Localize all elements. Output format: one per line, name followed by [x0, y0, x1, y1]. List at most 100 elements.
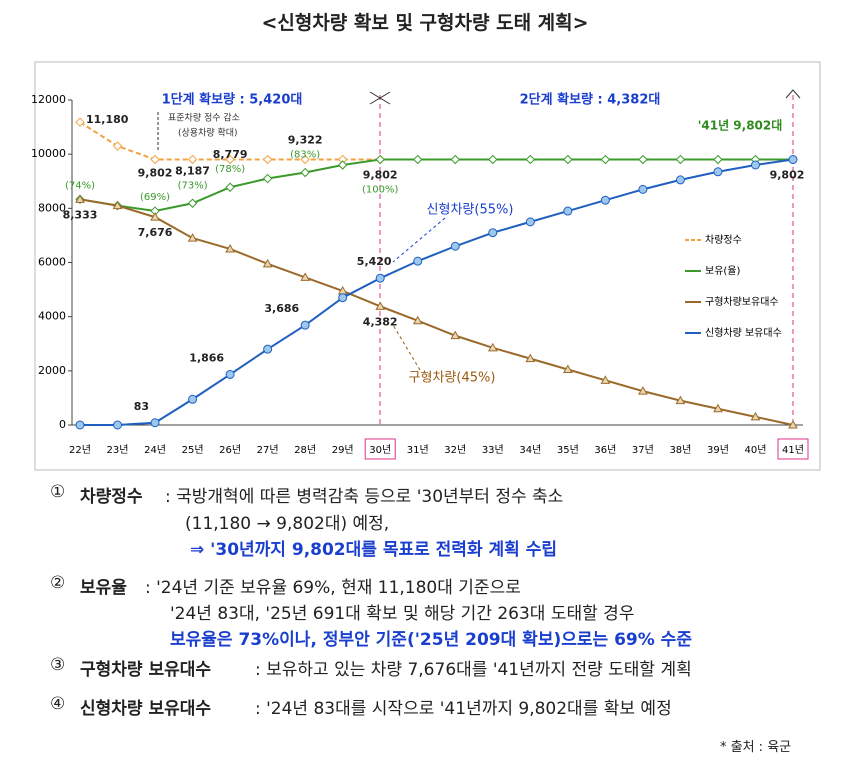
source: * 출처 : 육군 [720, 740, 792, 755]
x-tick-label: 22년 [69, 444, 91, 456]
point [600, 154, 611, 165]
value-label: 3,686 [264, 302, 299, 315]
point [450, 154, 460, 165]
note-line: 보유율은 73%이나, 정부안 기준('25년 209대 확보)으로는 69% … [170, 630, 692, 650]
value-label: 5,420 [357, 255, 392, 268]
chart-frame [34, 61, 821, 471]
chart: 1단계 확보량 : 5,420대 2단계 확보량 : 4,382대 '41년 9… [31, 61, 821, 471]
point [450, 241, 460, 251]
point [300, 320, 310, 330]
point [413, 256, 423, 266]
note-number: ③ [50, 655, 66, 675]
x-tick-label: 35년 [557, 444, 579, 456]
category-highlight [364, 438, 396, 460]
percent-label: (74%) [65, 180, 95, 191]
value-label: 7,676 [138, 226, 173, 239]
x-tick-label: 24년 [144, 444, 166, 456]
point [675, 175, 685, 185]
note-line: : '24년 83대를 시작으로 '41년까지 9,802대를 확보 예정 [255, 699, 672, 719]
note-label: 신형차량 보유대수 [80, 699, 212, 719]
x-tick-label: 32년 [444, 444, 466, 456]
point [262, 173, 273, 184]
point [750, 411, 761, 421]
annotation: '41년 9,802대 [698, 119, 783, 133]
point [488, 228, 498, 238]
point [112, 200, 123, 210]
point [600, 375, 611, 384]
x-tick-label: 37년 [632, 444, 654, 456]
point [150, 418, 160, 428]
y-tick-label: 8000 [38, 201, 66, 214]
y-tick-label: 6000 [38, 256, 66, 269]
point [487, 342, 498, 352]
point [300, 272, 311, 281]
x-tick-label: 39년 [707, 444, 729, 456]
point [225, 182, 235, 192]
point [412, 315, 423, 325]
phase-marker [369, 91, 391, 105]
value-label: 83 [134, 400, 149, 413]
value-label: 9,802 [770, 169, 805, 182]
point [450, 330, 461, 340]
point [413, 154, 423, 165]
value-label: 8,333 [63, 208, 98, 221]
annotation-arrow [392, 324, 421, 371]
x-tick-label: 38년 [669, 444, 691, 456]
point [188, 394, 198, 404]
note-number: ① [50, 482, 66, 502]
point [150, 154, 160, 165]
point [225, 154, 235, 165]
note-number: ④ [50, 694, 66, 714]
phase-marker [785, 89, 801, 99]
percent-label: (83%) [290, 150, 320, 161]
value-label: 8,187 [175, 164, 210, 177]
point [75, 117, 85, 127]
x-tick-label: 27년 [257, 444, 279, 456]
value-label: 9,322 [288, 134, 323, 147]
note-line: : 보유하고 있는 차량 7,676대를 '41년까지 전량 도태할 계획 [255, 660, 692, 680]
annotation: 구형차량(45%) [409, 371, 496, 386]
point [112, 141, 123, 151]
point [600, 195, 610, 205]
point [338, 293, 348, 303]
note-label: 구형차량 보유대수 [80, 660, 212, 680]
annotation: (상용차량 확대) [178, 127, 238, 139]
point [113, 420, 123, 430]
point [225, 369, 235, 379]
category-highlight [777, 438, 809, 460]
point [75, 194, 85, 203]
legend-label: 구형차량보유대수 [705, 296, 779, 308]
note-line: : '24년 기준 보유율 69%, 현재 11,180대 기준으로 [145, 578, 521, 598]
legend-label: 차량정수 [705, 234, 742, 246]
percent-label: (78%) [215, 164, 245, 175]
note-number: ② [50, 573, 66, 593]
point [563, 206, 573, 216]
page-title: <신형차량 확보 및 구형차량 도태 계획> [261, 12, 589, 34]
point [187, 198, 198, 208]
value-label: 8,779 [213, 148, 248, 161]
x-tick-label: 41년 [782, 444, 804, 456]
point [262, 154, 273, 165]
percent-label: (100%) [362, 185, 398, 196]
point [262, 258, 273, 268]
y-tick-label: 10000 [31, 147, 66, 160]
y-tick-label: 4000 [38, 310, 66, 323]
point [150, 212, 160, 221]
annotation: 표준차량 정수 감소 [168, 112, 240, 124]
x-tick-label: 25년 [182, 444, 204, 456]
x-tick-label: 33년 [482, 444, 504, 456]
point [375, 273, 385, 283]
x-tick-label: 31년 [407, 444, 429, 456]
point [638, 386, 648, 395]
point [300, 167, 310, 178]
x-tick-label: 23년 [107, 444, 129, 456]
value-label: 9,802 [138, 167, 173, 180]
x-tick-label: 28년 [294, 444, 316, 456]
point [337, 160, 348, 170]
x-tick-label: 36년 [594, 444, 616, 456]
point [525, 217, 535, 227]
note-line: (11,180 → 9,802대) 예정, [185, 514, 390, 534]
x-tick-label: 29년 [332, 444, 354, 456]
legend-label: 보유(율) [705, 265, 741, 277]
